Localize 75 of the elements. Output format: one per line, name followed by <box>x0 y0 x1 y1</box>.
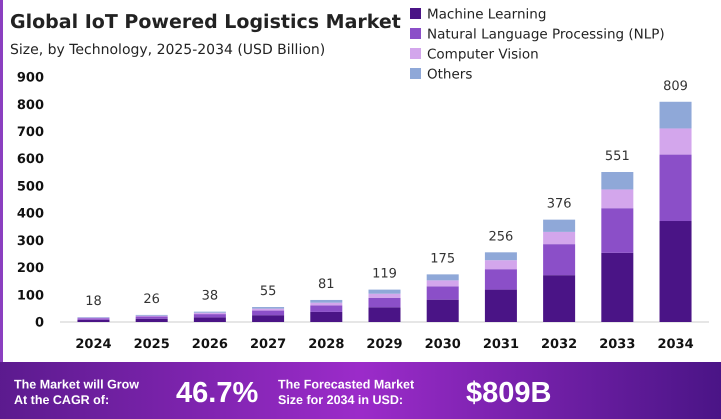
x-tick-label: 2028 <box>308 337 344 352</box>
x-tick-label: 2031 <box>482 337 520 352</box>
x-tick-label: 2024 <box>75 337 112 352</box>
chart-subtitle: Size, by Technology, 2025-2034 (USD Billion) <box>10 42 326 58</box>
bar <box>426 280 459 286</box>
bar <box>368 290 401 294</box>
bar <box>660 221 692 322</box>
bar <box>660 102 692 128</box>
bar <box>426 286 459 300</box>
total-label: 81 <box>318 276 335 292</box>
bar <box>426 300 459 322</box>
bar <box>252 315 284 322</box>
chart-title: Global IoT Powered Logistics Market <box>10 11 401 33</box>
bar <box>368 298 401 308</box>
bar <box>601 252 634 322</box>
bar <box>484 290 517 322</box>
text: $809B <box>466 377 552 410</box>
bar <box>660 128 692 155</box>
bar <box>484 252 517 260</box>
total-label: 809 <box>663 78 688 94</box>
bar <box>310 300 342 303</box>
legend-label: Natural Language Processing (NLP) <box>427 26 665 43</box>
y-tick-label: 400 <box>16 206 44 222</box>
total-label: 38 <box>202 288 218 304</box>
bar <box>310 305 342 312</box>
y-tick-label: 0 <box>34 316 44 331</box>
total-label: 175 <box>430 251 456 266</box>
legend-label: Others <box>427 66 472 83</box>
y-tick-label: 900 <box>16 70 44 86</box>
bar <box>484 260 517 270</box>
x-tick-label: 2029 <box>366 337 403 352</box>
total-label: 256 <box>488 229 514 244</box>
text: The Forecasted Market Size for 2034 in USD: <box>278 378 415 408</box>
bar <box>194 314 226 318</box>
x-tick-label: 2026 <box>192 337 228 352</box>
total-label: 18 <box>85 294 102 310</box>
text: The Market will Grow At the CAGR of: <box>14 378 140 408</box>
total-label: 26 <box>143 292 160 307</box>
y-tick-label: 800 <box>16 98 44 113</box>
bar <box>601 208 634 253</box>
bar <box>543 232 576 244</box>
x-tick-label: 2030 <box>424 337 461 352</box>
bar <box>310 302 342 306</box>
y-tick-label: 700 <box>16 124 44 140</box>
bar <box>543 275 576 322</box>
text: 46.7% <box>176 377 258 410</box>
x-tick-label: 2033 <box>599 337 636 352</box>
bar <box>368 294 401 298</box>
total-label: 551 <box>604 149 630 164</box>
bar <box>252 310 284 316</box>
x-tick-label: 2032 <box>541 337 578 352</box>
bar <box>601 172 634 190</box>
bar <box>194 317 226 322</box>
bar <box>543 244 576 276</box>
bar <box>543 220 576 232</box>
x-tick-label: 2027 <box>250 337 286 352</box>
legend-label: Computer Vision <box>427 46 539 63</box>
bar <box>426 274 459 280</box>
bar <box>368 307 401 322</box>
total-label: 376 <box>546 196 572 212</box>
bar <box>310 312 342 322</box>
bar <box>136 318 168 322</box>
x-tick-label: 2025 <box>134 337 170 352</box>
bar <box>484 269 517 290</box>
bar <box>601 189 634 208</box>
y-tick-label: 300 <box>16 234 44 249</box>
total-label: 55 <box>260 284 276 300</box>
y-tick-label: 500 <box>16 179 44 194</box>
x-tick-label: 2034 <box>657 337 694 352</box>
y-tick-label: 100 <box>16 288 44 304</box>
legend-label: Machine Learning <box>427 6 546 23</box>
total-label: 119 <box>372 266 397 282</box>
y-tick-label: 600 <box>16 152 44 168</box>
y-tick-label: 200 <box>16 261 44 276</box>
bar <box>660 154 692 222</box>
